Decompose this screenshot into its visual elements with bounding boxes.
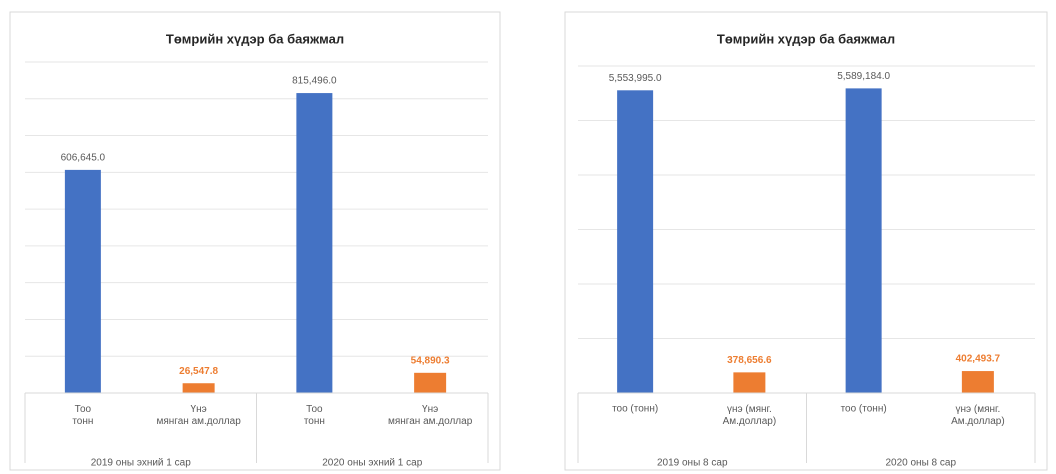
x-tick-label: Үнэ мянган ам.доллар — [156, 404, 241, 427]
group-label: 2020 оны эхний 1 сар — [322, 458, 422, 469]
x-tick-label: Үнэ мянган ам.доллар — [388, 404, 473, 427]
value-label: 5,553,995.0 — [609, 73, 662, 84]
value-label: 402,493.7 — [956, 354, 1001, 365]
group-label: 2019 оны 8 сар — [657, 458, 728, 469]
bar — [296, 93, 333, 394]
x-tick-label: тоо (тонн) — [612, 404, 658, 415]
x-tick-label: Тоо тонн — [72, 404, 93, 427]
bar — [845, 88, 882, 394]
value-label: 54,890.3 — [411, 355, 450, 366]
group-label: 2020 оны 8 сар — [885, 458, 956, 469]
x-tick-label: тоо (тонн) — [841, 404, 887, 415]
value-label: 378,656.6 — [727, 355, 772, 366]
bar — [414, 372, 447, 393]
x-tick-label: үнэ (мянг. Ам.доллар) — [723, 404, 777, 427]
value-label: 26,547.8 — [179, 366, 218, 377]
chart-title: Төмрийн хүдэр ба баяжмал — [166, 31, 344, 46]
group-label: 2019 оны эхний 1 сар — [91, 458, 191, 469]
x-tick-label: Тоо тонн — [304, 404, 325, 427]
chart-title: Төмрийн хүдэр ба баяжмал — [717, 31, 895, 46]
bar — [64, 169, 101, 393]
bar — [961, 371, 994, 393]
x-tick-label: үнэ (мянг. Ам.доллар) — [951, 404, 1005, 427]
bar — [733, 372, 766, 393]
value-label: 5,589,184.0 — [837, 71, 890, 82]
value-label: 815,496.0 — [292, 76, 337, 87]
bar — [617, 90, 654, 393]
bar — [182, 383, 215, 393]
value-label: 606,645.0 — [61, 153, 106, 164]
